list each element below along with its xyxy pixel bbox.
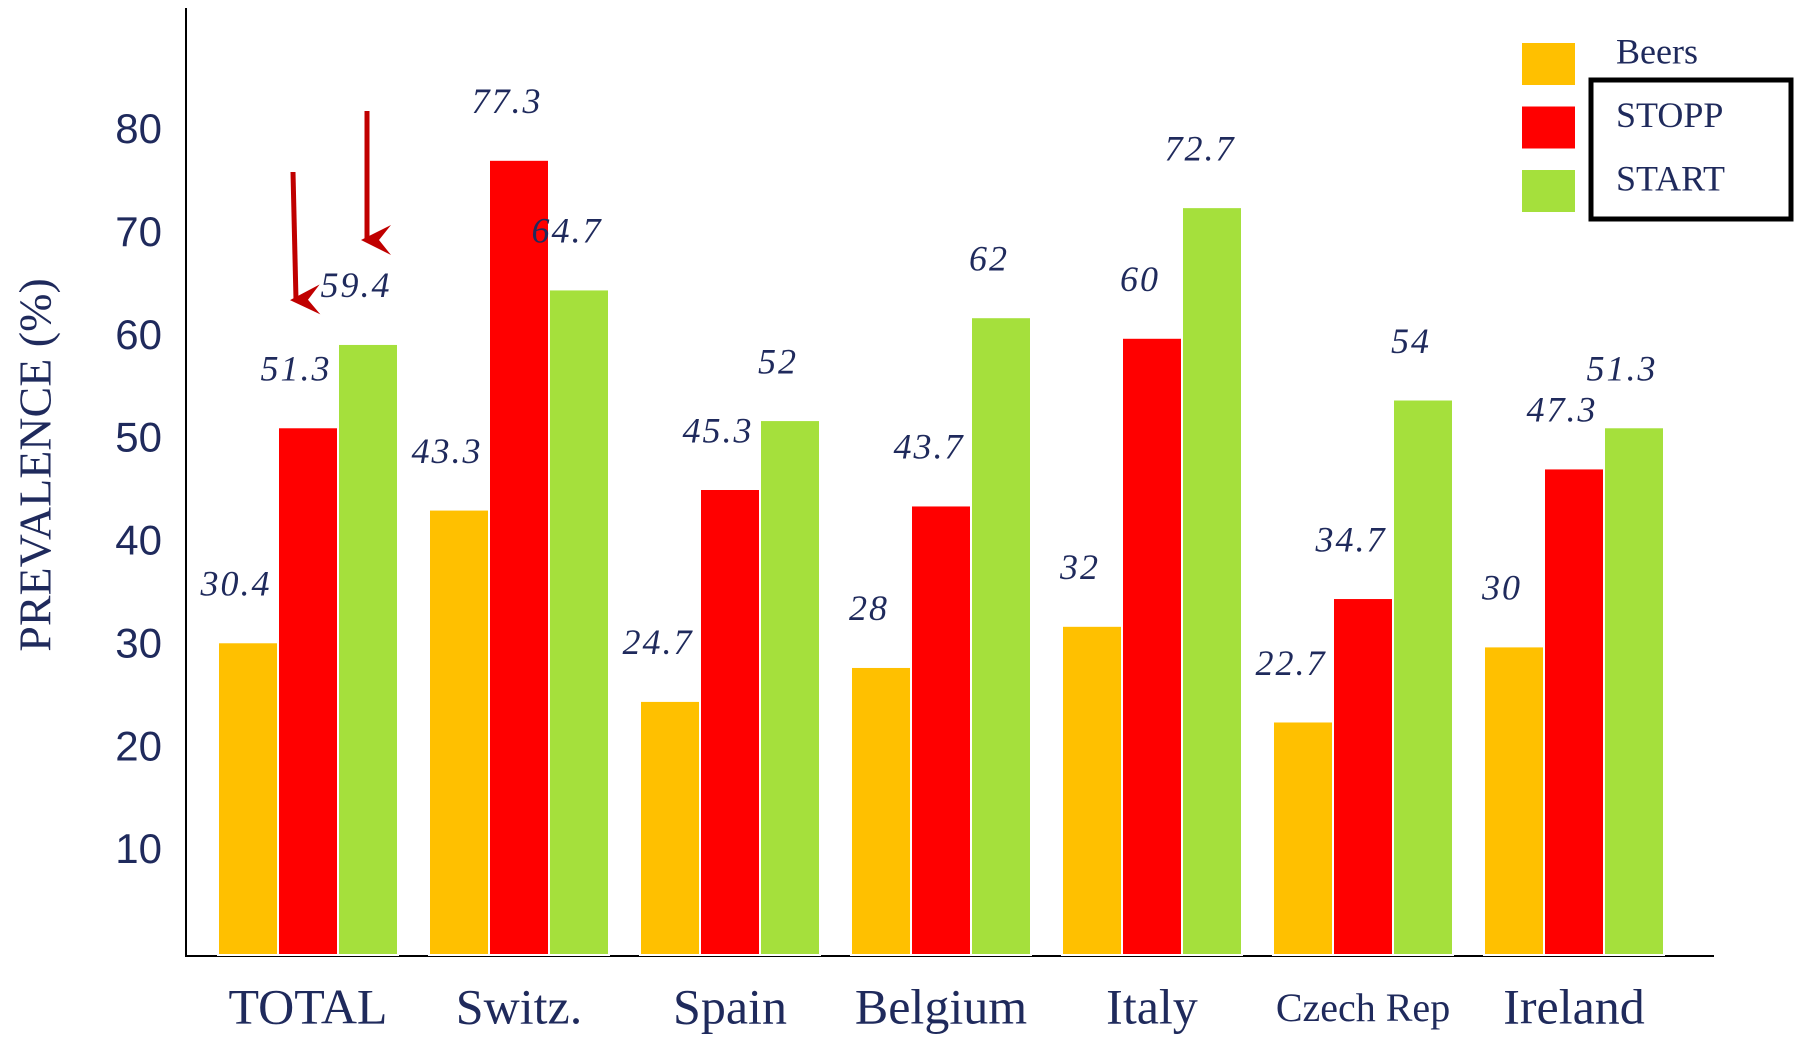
bar [1392, 398, 1454, 956]
value-label: 22.7 [1256, 643, 1327, 683]
value-label: 62 [969, 238, 1009, 278]
y-axis-label: PREVALENCE (%) [10, 278, 61, 652]
value-label: 24.7 [623, 622, 694, 662]
value-label: 34.7 [1315, 519, 1387, 559]
bar [699, 488, 761, 956]
y-tick-label: 40 [115, 517, 162, 564]
value-label: 30.4 [200, 564, 272, 604]
x-tick-label: Italy [1106, 978, 1198, 1034]
legend-swatch [1522, 106, 1575, 149]
bar [1332, 597, 1394, 956]
value-label: 77.3 [472, 81, 543, 121]
y-tick-label: 30 [115, 619, 162, 666]
legend-label: START [1616, 158, 1725, 198]
value-label: 51.3 [1587, 349, 1658, 389]
y-tick-label: 60 [115, 311, 162, 358]
value-label: 59.4 [321, 265, 392, 305]
bar [548, 288, 610, 956]
bar [850, 665, 912, 956]
value-label: 43.7 [894, 427, 965, 467]
value-label: 54 [1391, 321, 1431, 361]
value-label: 45.3 [683, 410, 754, 450]
value-label: 30 [1481, 568, 1522, 608]
bar [1543, 467, 1605, 956]
value-label: 60 [1120, 259, 1160, 299]
bar [1061, 624, 1123, 956]
arrow [290, 171, 321, 315]
legend-label: Beers [1616, 31, 1698, 71]
legend-swatch [1522, 43, 1575, 85]
y-tick-label: 20 [115, 722, 162, 769]
value-label: 43.3 [412, 431, 483, 471]
bar [639, 699, 701, 956]
x-tick-label: Czech Rep [1276, 985, 1450, 1030]
bar [970, 316, 1032, 957]
bar [337, 342, 399, 956]
bar [1121, 336, 1183, 957]
legend-highlight-box [1588, 77, 1794, 222]
value-label: 52 [758, 341, 798, 381]
x-tick-label: Switz. [456, 978, 582, 1034]
bar [277, 426, 339, 957]
x-tick-label: Ireland [1503, 978, 1645, 1034]
x-tick-label: TOTAL [229, 978, 388, 1034]
x-tick-label: Spain [673, 978, 787, 1034]
x-tick-label: Belgium [855, 978, 1027, 1034]
legend-swatch [1522, 170, 1575, 212]
y-tick-label: 50 [115, 414, 162, 461]
value-label: 28 [849, 588, 889, 628]
bar [488, 158, 550, 957]
value-label: 47.3 [1527, 390, 1598, 430]
bar [428, 508, 490, 956]
value-label: 72.7 [1165, 128, 1236, 168]
y-tick-label: 10 [115, 825, 162, 872]
bar [759, 419, 821, 956]
value-label: 51.3 [261, 349, 332, 389]
value-label: 64.7 [532, 211, 603, 251]
bar [1272, 720, 1334, 956]
legend-label: STOPP [1616, 95, 1723, 135]
bar [217, 641, 279, 957]
y-tick-label: 80 [115, 105, 162, 152]
y-tick-label: 70 [115, 208, 162, 255]
bar [1181, 206, 1243, 957]
value-label: 32 [1059, 547, 1100, 587]
bar [1483, 645, 1545, 956]
bar [910, 504, 972, 956]
bar [1603, 426, 1665, 957]
